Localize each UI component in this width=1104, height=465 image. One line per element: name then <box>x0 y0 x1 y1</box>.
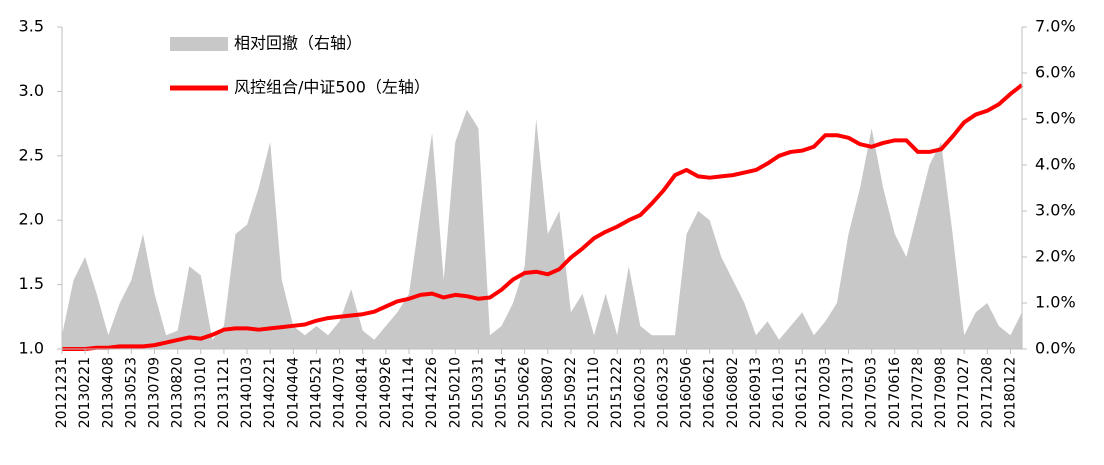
x-tick-label: 20130709 <box>147 357 163 428</box>
x-tick-label: 20140703 <box>332 357 348 428</box>
x-tick-label: 20150626 <box>517 357 533 428</box>
x-tick-label: 20170203 <box>817 357 833 428</box>
x-tick-label: 20140221 <box>262 357 278 428</box>
x-tick-label: 20121231 <box>54 357 70 428</box>
x-tick-label: 20150922 <box>563 357 579 428</box>
y-tick-label: 2.5 <box>19 145 44 164</box>
y-tick-label: 3.0 <box>19 81 44 100</box>
x-tick-label: 20160621 <box>702 357 718 428</box>
x-tick-label: 20141226 <box>424 357 440 428</box>
y2-tick-label: 7.0% <box>1035 17 1076 36</box>
x-tick-label: 20160802 <box>725 357 741 428</box>
area <box>62 109 1022 349</box>
y-tick-label: 2.0 <box>19 210 44 229</box>
x-tick-label: 20150331 <box>470 357 486 428</box>
x-tick-label: 20140926 <box>378 357 394 428</box>
x-tick-label: 20130523 <box>123 357 139 428</box>
legend-swatch <box>170 37 228 51</box>
x-tick-label: 20131010 <box>193 357 209 428</box>
x-tick-label: 20160203 <box>632 357 648 428</box>
legend-label: 相对回撤（右轴） <box>234 34 362 53</box>
x-tick-label: 20131121 <box>216 357 232 428</box>
x-tick-label: 20170908 <box>933 357 949 428</box>
y-tick-label: 1.5 <box>19 274 44 293</box>
y2-tick-label: 2.0% <box>1035 247 1076 266</box>
y-tick-label: 1.0 <box>19 339 44 358</box>
x-tick-label: 20151110 <box>586 357 602 428</box>
x-tick-label: 20150210 <box>447 357 463 428</box>
x-tick-label: 20140814 <box>355 357 371 428</box>
x-tick-label: 20180122 <box>1002 357 1018 428</box>
x-tick-label: 20170317 <box>841 357 857 428</box>
y2-tick-label: 0.0% <box>1035 339 1076 358</box>
x-tick-label: 20161215 <box>794 357 810 428</box>
x-tick-label: 20160506 <box>679 357 695 428</box>
x-tick-label: 20160323 <box>655 357 671 428</box>
y2-tick-label: 6.0% <box>1035 63 1076 82</box>
x-tick-label: 20160913 <box>748 357 764 428</box>
x-tick-label: 20140404 <box>285 357 301 428</box>
line <box>62 83 1024 351</box>
x-tick-label: 20170503 <box>864 357 880 428</box>
legend-label: 风控组合/中证500（左轴） <box>234 78 430 97</box>
x-tick-label: 20141114 <box>401 357 417 428</box>
x-tick-label: 20140103 <box>239 357 255 428</box>
x-tick-label: 20170728 <box>910 357 926 428</box>
y2-tick-label: 1.0% <box>1035 293 1076 312</box>
x-tick-label: 20161103 <box>771 357 787 428</box>
x-tick-label: 20150514 <box>494 357 510 428</box>
y-tick-label: 3.5 <box>19 17 44 36</box>
x-tick-label: 20150807 <box>540 357 556 428</box>
x-tick-label: 20130820 <box>170 357 186 428</box>
y2-tick-label: 3.0% <box>1035 201 1076 220</box>
y2-tick-label: 4.0% <box>1035 155 1076 174</box>
x-tick-label: 20140521 <box>308 357 324 428</box>
x-tick-label: 20171027 <box>956 357 972 428</box>
y2-tick-label: 5.0% <box>1035 109 1076 128</box>
x-tick-label: 20171208 <box>979 357 995 428</box>
x-tick-label: 20151222 <box>609 357 625 428</box>
x-tick-label: 20130408 <box>100 357 116 428</box>
x-tick-label: 20130221 <box>77 357 93 428</box>
x-tick-label: 20170616 <box>887 357 903 428</box>
